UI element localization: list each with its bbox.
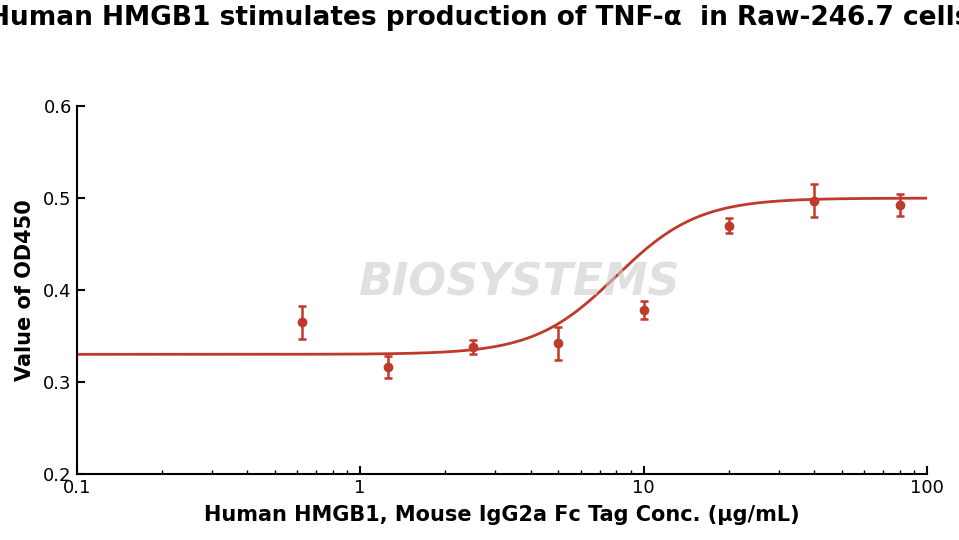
Y-axis label: Value of OD450: Value of OD450	[15, 199, 35, 381]
Text: BIOSYSTEMS: BIOSYSTEMS	[358, 261, 680, 304]
X-axis label: Human HMGB1, Mouse IgG2a Fc Tag Conc. (μg/mL): Human HMGB1, Mouse IgG2a Fc Tag Conc. (μ…	[204, 505, 800, 525]
Text: Human HMGB1 stimulates production of TNF-α  in Raw-246.7 cells: Human HMGB1 stimulates production of TNF…	[0, 5, 959, 31]
